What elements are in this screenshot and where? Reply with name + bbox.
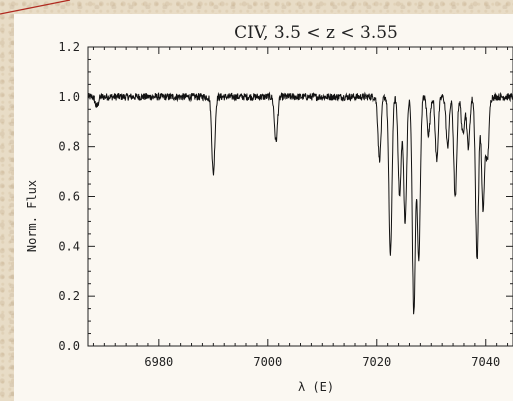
y-tick-label: 0.0 [58,339,80,353]
y-tick-label: 0.2 [58,289,80,303]
tick-labels: 6980 7000 7020 7040 0.0 0.2 0.4 0.6 0.8 1.0 1.2 [58,40,500,369]
axes [87,46,513,347]
plot-frame [87,46,513,347]
spectrum-chart: CIV, 3.5 < z < 3.55 6980 7000 7020 7040 0.0 0… [25,23,513,394]
y-tick-label: 0.4 [58,239,80,253]
x-tick-label: 7020 [362,355,391,369]
flux-spectrum-line [87,91,513,315]
x-tick-label: 7000 [253,355,282,369]
plot-panel: CIV, 3.5 < z < 3.55 6980 7000 7020 7040 0.0 0… [14,14,513,401]
y-axis-label: Norm. Flux [25,180,39,252]
y-tick-label: 0.6 [58,190,80,204]
y-tick-label: 1.0 [58,90,80,104]
x-tick-label: 7040 [471,355,500,369]
y-tick-label: 0.8 [58,140,80,154]
x-tick-label: 6980 [144,355,173,369]
ticks [88,46,513,347]
x-axis-label: λ (E) [298,380,334,394]
y-tick-label: 1.2 [58,40,80,54]
chart-title: CIV, 3.5 < z < 3.55 [234,23,398,43]
